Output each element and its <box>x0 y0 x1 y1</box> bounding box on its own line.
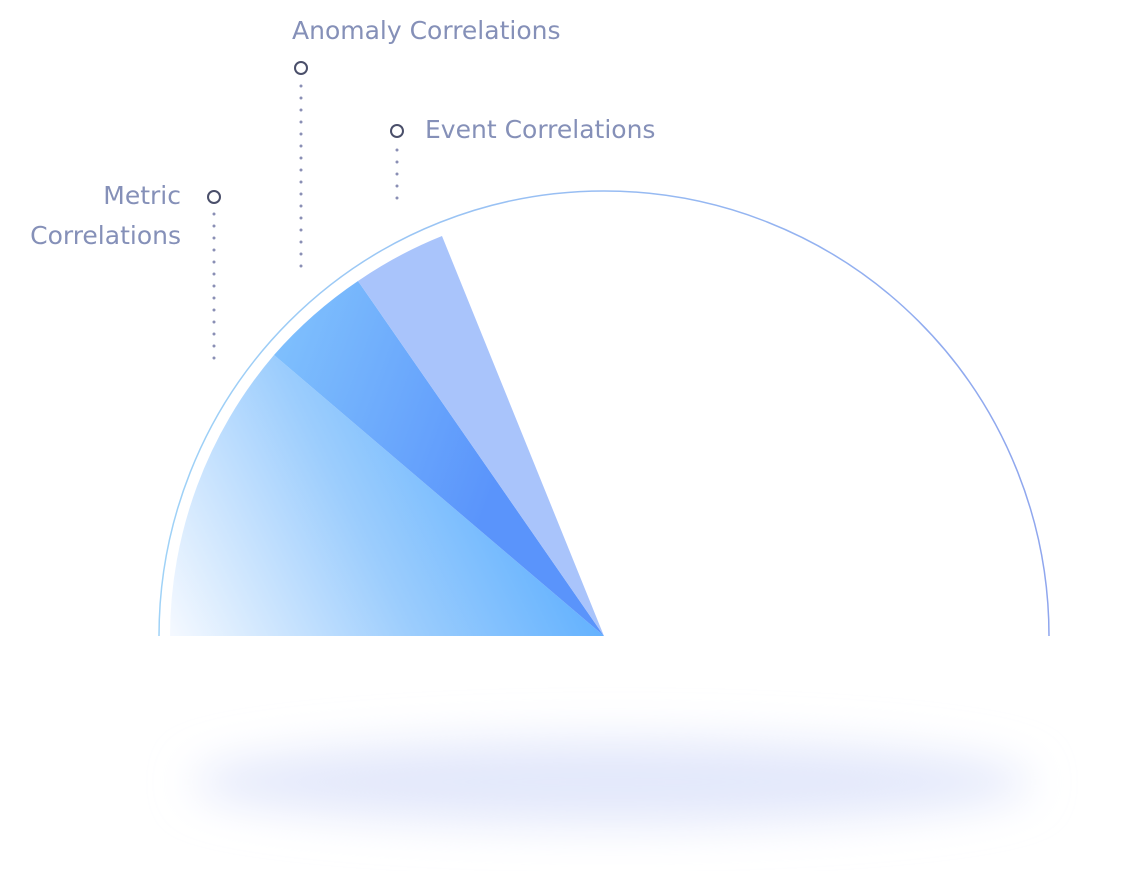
event-wedge <box>358 236 604 636</box>
event-pin <box>390 124 404 138</box>
metric-label-line: Correlations <box>30 221 181 250</box>
event-label: Event Correlations <box>425 115 655 144</box>
anomaly-wedge <box>274 281 604 636</box>
metric-label-line: Metric <box>103 181 181 210</box>
anomaly-pin <box>294 61 308 75</box>
shadow <box>192 740 1032 824</box>
anomaly-label: Anomaly Correlations <box>292 16 560 45</box>
outer-arc <box>158 190 1050 637</box>
metric-wedge <box>170 355 604 636</box>
metric-pin <box>207 190 221 204</box>
